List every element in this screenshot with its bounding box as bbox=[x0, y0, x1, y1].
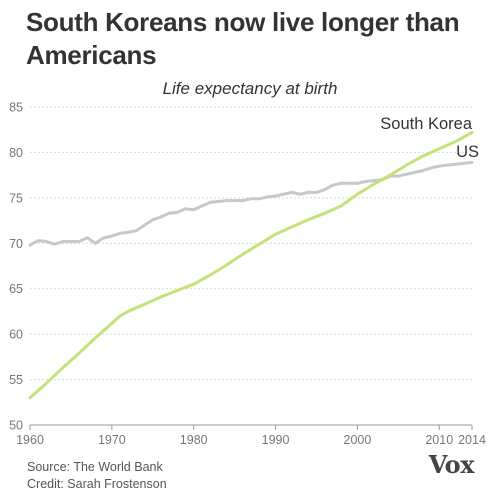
series-label-south-korea: South Korea bbox=[380, 115, 473, 133]
source-note: Source: The World Bank bbox=[27, 460, 163, 474]
x-tick-label: 1970 bbox=[98, 433, 126, 447]
chart-title: South Koreans now live longer than Ameri… bbox=[26, 7, 460, 70]
y-tick-label: 65 bbox=[9, 282, 23, 296]
chart-subtitle: Life expectancy at birth bbox=[162, 79, 338, 98]
series-label-us: US bbox=[456, 143, 479, 161]
series-line-south-korea bbox=[28, 130, 474, 400]
y-tick-label: 75 bbox=[9, 191, 23, 205]
credit-note: Credit: Sarah Frostenson bbox=[27, 477, 167, 491]
y-tick-label: 60 bbox=[9, 328, 23, 342]
x-tick-label: 1980 bbox=[180, 433, 208, 447]
vox-logo: Vox bbox=[428, 450, 475, 479]
y-tick-label: 80 bbox=[9, 146, 23, 160]
series-line-us bbox=[28, 160, 474, 247]
y-tick-label: 55 bbox=[9, 373, 23, 387]
x-tick-label: 1960 bbox=[16, 433, 44, 447]
x-tick-label: 2014 bbox=[458, 433, 486, 447]
y-tick-label: 70 bbox=[9, 237, 23, 251]
x-tick-label: 2000 bbox=[344, 433, 372, 447]
y-tick-label: 50 bbox=[9, 419, 23, 433]
x-tick-label: 1990 bbox=[262, 433, 290, 447]
y-tick-label: 85 bbox=[9, 101, 23, 115]
x-tick-label: 2010 bbox=[425, 433, 453, 447]
